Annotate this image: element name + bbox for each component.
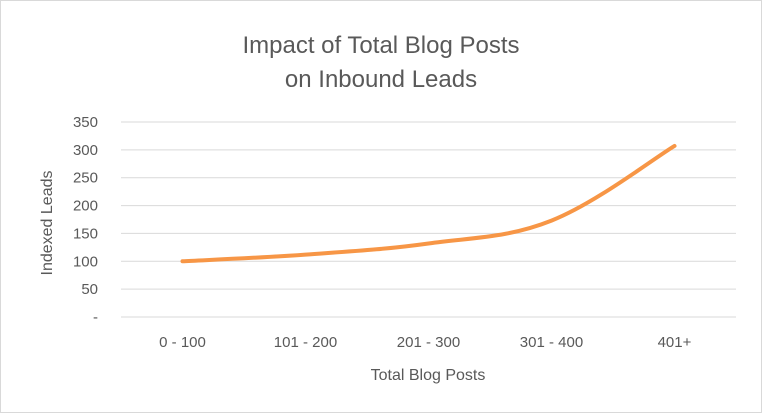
y-tick-label: 350 [73,114,98,131]
chart-title-line-2: on Inbound Leads [285,66,477,93]
y-axis-tick-labels: - 50 100 150 200 250 300 350 [73,114,98,326]
series-line [180,143,677,264]
chart-title-line-1: Impact of Total Blog Posts [242,32,519,59]
y-tick-label: 150 [73,225,98,242]
y-axis-title: Indexed Leads [39,171,56,276]
y-tick-label: 200 [73,198,98,215]
x-axis-title: Total Blog Posts [371,367,486,384]
series-layer [180,143,677,264]
y-tick-label: 300 [73,142,98,159]
y-tick-label: - [93,309,98,326]
x-tick-label: 101 - 200 [274,334,337,351]
x-tick-label: 201 - 300 [397,334,460,351]
gridlines [121,121,736,318]
x-tick-label: 301 - 400 [520,334,583,351]
y-tick-label: 250 [73,170,98,187]
x-tick-label: 0 - 100 [159,334,206,351]
x-axis-tick-labels: 0 - 100 101 - 200 201 - 300 301 - 400 401+ [159,334,691,351]
x-tick-label: 401+ [658,334,692,351]
y-tick-label: 100 [73,253,98,270]
y-tick-label: 50 [81,281,98,298]
